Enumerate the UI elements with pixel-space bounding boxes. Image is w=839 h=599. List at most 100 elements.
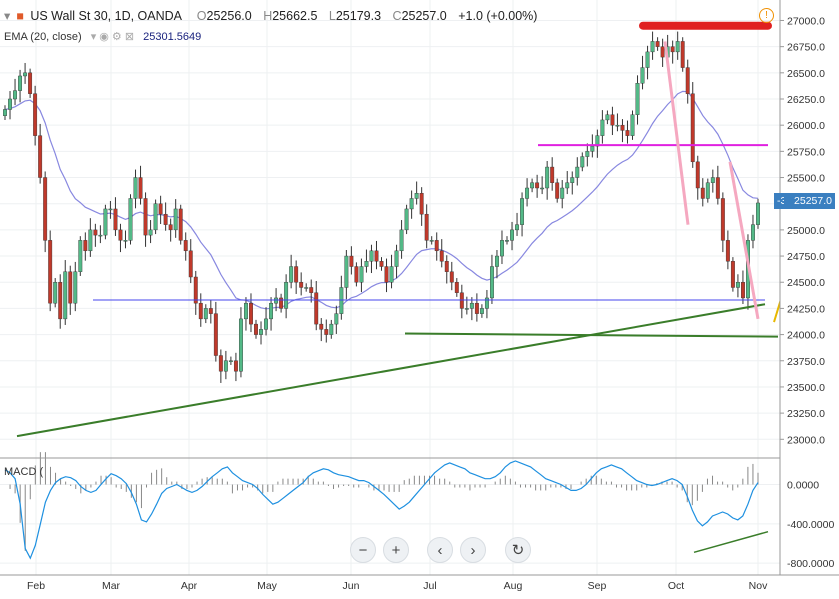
candle-body bbox=[364, 261, 369, 267]
y-tick-label: 24000.0 bbox=[787, 330, 825, 342]
settings-icons[interactable]: ▾ ◉ ⚙ ⊠ bbox=[90, 31, 135, 43]
y-tick-label: 24500.0 bbox=[787, 277, 825, 289]
candle-body bbox=[515, 224, 519, 231]
pink-downtrend-2 bbox=[728, 161, 760, 320]
candle-body bbox=[580, 156, 585, 168]
y-tick-label: 23250.0 bbox=[787, 408, 825, 420]
candle-body bbox=[484, 297, 489, 309]
candle-body bbox=[399, 229, 404, 252]
alert-icon[interactable]: ! bbox=[759, 8, 774, 23]
candle-body bbox=[78, 240, 83, 272]
candle-body bbox=[756, 202, 760, 225]
candle-body bbox=[238, 318, 243, 372]
candle-body bbox=[339, 287, 344, 314]
candle-body bbox=[550, 166, 555, 183]
candle-body bbox=[635, 83, 640, 115]
candle-body bbox=[404, 208, 409, 231]
candle-body bbox=[434, 240, 439, 252]
candle-body bbox=[118, 229, 123, 241]
candle-body bbox=[670, 46, 675, 53]
candle-body bbox=[309, 287, 314, 293]
candle-body bbox=[384, 266, 389, 283]
candle-body bbox=[675, 41, 680, 53]
candle-body bbox=[520, 198, 525, 225]
candle-body bbox=[23, 72, 28, 77]
candle-body bbox=[525, 187, 530, 199]
support-trendline bbox=[404, 332, 779, 338]
candle-body bbox=[249, 302, 253, 325]
grid bbox=[0, 0, 780, 575]
collapse-icon[interactable]: ▾ bbox=[4, 9, 11, 23]
reset-chart-button[interactable]: ↻ bbox=[505, 537, 531, 563]
macd-panel bbox=[4, 452, 769, 560]
candle-body bbox=[620, 124, 625, 131]
candle-body bbox=[244, 302, 248, 320]
ema-label: EMA (20, close) bbox=[4, 31, 82, 43]
x-tick-label: Apr bbox=[181, 580, 198, 592]
candle-body bbox=[3, 109, 7, 116]
candle-body bbox=[284, 282, 289, 309]
candle-body bbox=[575, 166, 580, 178]
x-tick-label: Nov bbox=[749, 580, 768, 592]
ema-legend: EMA (20, close) ▾ ◉ ⚙ ⊠ 25301.5649 bbox=[4, 30, 201, 43]
ema-value: 25301.5649 bbox=[143, 31, 202, 43]
macd-tick-label: -400.0000 bbox=[787, 519, 834, 531]
color-square-icon: ■ bbox=[16, 9, 24, 23]
candle-body bbox=[605, 114, 610, 121]
candle-body bbox=[274, 297, 279, 304]
candle-body bbox=[148, 229, 153, 236]
candle-body bbox=[213, 313, 218, 356]
candle-body bbox=[173, 208, 178, 231]
candle-body bbox=[143, 198, 148, 236]
candle-body bbox=[625, 130, 630, 136]
zoom-out-button[interactable]: − bbox=[350, 537, 376, 563]
x-tick-label: Mar bbox=[102, 580, 121, 592]
candlesticks bbox=[3, 31, 760, 383]
macd-tick-label: 0.0000 bbox=[787, 480, 819, 492]
candle-body bbox=[645, 51, 650, 68]
x-tick-label: May bbox=[257, 580, 278, 592]
candle-body bbox=[53, 282, 58, 304]
candle-body bbox=[279, 297, 284, 309]
candle-body bbox=[409, 198, 414, 210]
candle-body bbox=[153, 203, 158, 231]
y-tick-label: 25000.0 bbox=[787, 225, 825, 237]
chart-header: ▾ ■ US Wall St 30, 1D, OANDA O25256.0 H25… bbox=[4, 9, 538, 23]
ohlc-close: 25257.0 bbox=[401, 9, 447, 23]
candle-body bbox=[495, 255, 499, 267]
candle-body bbox=[610, 114, 615, 126]
scroll-back-button[interactable]: ‹ bbox=[427, 537, 453, 563]
scroll-forward-button[interactable]: › bbox=[460, 537, 486, 563]
ema-line bbox=[4, 90, 759, 310]
candle-body bbox=[43, 177, 48, 241]
candle-body bbox=[660, 46, 665, 58]
candle-body bbox=[304, 287, 309, 289]
x-tick-label: Aug bbox=[504, 580, 523, 592]
candle-body bbox=[13, 90, 17, 100]
candle-body bbox=[88, 229, 93, 252]
candle-body bbox=[419, 193, 424, 215]
x-tick-label: Oct bbox=[668, 580, 684, 592]
uptrend-line bbox=[16, 303, 766, 438]
y-tick-label: 23750.0 bbox=[787, 356, 825, 368]
candle-body bbox=[138, 177, 143, 199]
candle-body bbox=[459, 292, 464, 309]
candle-body bbox=[349, 255, 354, 267]
candle-body bbox=[264, 318, 268, 330]
candle-body bbox=[218, 355, 223, 372]
candle-body bbox=[63, 271, 68, 320]
candle-body bbox=[158, 203, 163, 215]
candle-body bbox=[545, 166, 550, 189]
zoom-in-button[interactable]: + bbox=[383, 537, 409, 563]
pink-downtrend-1 bbox=[663, 41, 690, 225]
y-tick-label: 25750.0 bbox=[787, 146, 825, 158]
candle-body bbox=[640, 67, 645, 84]
y-tick-label: 23500.0 bbox=[787, 382, 825, 394]
candle-body bbox=[439, 250, 444, 262]
candle-body bbox=[113, 208, 118, 231]
x-tick-label: Feb bbox=[27, 580, 45, 592]
candle-body bbox=[414, 193, 419, 199]
candle-body bbox=[98, 234, 103, 237]
